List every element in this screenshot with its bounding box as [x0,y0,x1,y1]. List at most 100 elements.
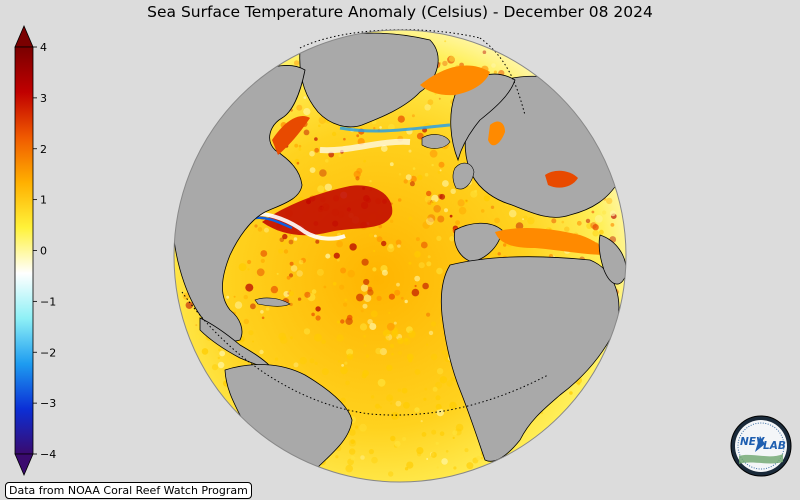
anomaly-speckle [450,377,455,382]
anomaly-speckle [431,429,437,435]
anomaly-speckle [412,167,416,170]
arabian-peninsula [598,234,626,285]
anomaly-speckle [338,154,342,158]
anomaly-speckle [331,131,337,137]
anomaly-speckle [406,461,414,469]
anomaly-speckle [319,169,327,177]
anomaly-speckle [432,386,438,392]
anomaly-speckle [376,236,383,243]
anomaly-speckle [409,181,415,187]
anomaly-speckle [391,352,394,356]
anomaly-speckle [421,432,427,437]
anomaly-speckle [381,240,387,247]
anomaly-speckle [349,448,356,455]
anomaly-speckle [296,161,300,165]
anomaly-speckle [388,243,394,249]
anomaly-speckle [449,236,455,242]
anomaly-speckle [436,466,439,469]
anomaly-speckle [285,118,289,122]
anomaly-speckle [243,318,249,325]
anomaly-speckle [252,340,254,343]
anomaly-speckle [444,208,448,213]
anomaly-speckle [436,267,443,275]
anomaly-speckle [400,296,404,300]
anomaly-speckle [311,312,315,317]
anomaly-speckle [226,295,230,299]
anomaly-speckle [314,137,318,141]
anomaly-speckle [314,361,318,365]
anomaly-speckle [340,267,347,274]
anomaly-speckle [260,258,265,263]
colorbar-bottom-arrow [14,453,34,477]
anomaly-speckle [218,348,221,352]
anomaly-speckle [483,195,490,202]
anomaly-speckle [369,180,372,183]
anomaly-speckle [439,193,446,200]
anomaly-speckle [254,224,258,228]
anomaly-speckle [426,312,431,317]
map-title: Sea Surface Temperature Anomaly (Celsius… [147,3,653,21]
anomaly-speckle [424,196,432,203]
data-credit: Data from NOAA Coral Reef Watch Program [5,482,252,499]
anomaly-speckle [452,436,455,439]
anomaly-speckle [397,198,402,202]
anomaly-speckle [349,429,356,436]
anomaly-speckle [340,397,346,404]
anomaly-speckle [355,425,359,429]
anomaly-speckle [348,439,357,447]
colorbar-tick-label: −4 [40,448,56,461]
anomaly-speckle [264,227,269,233]
anomaly-speckle [569,391,573,395]
anomaly-speckle [276,272,279,275]
anomaly-speckle [397,244,401,248]
anomaly-speckle [332,282,337,286]
anomaly-speckle [185,312,193,320]
anomaly-speckle [464,448,469,453]
anomaly-speckle [336,240,343,248]
anomaly-speckle [420,420,423,423]
anomaly-speckle [439,431,445,437]
anomaly-speckle [439,376,448,384]
anomaly-speckle [397,115,405,123]
anomaly-speckle [395,400,402,407]
anomaly-speckle [355,176,360,181]
anomaly-speckle [482,50,487,54]
africa [440,256,620,462]
anomaly-speckle [497,252,501,256]
anomaly-speckle [346,353,354,360]
anomaly-speckle [386,322,395,331]
anomaly-speckle [375,347,382,355]
anomaly-speckle [501,63,504,66]
anomaly-speckle [426,217,434,226]
anomaly-speckle [288,291,294,297]
british-isles [452,162,475,190]
anomaly-speckle [390,402,393,405]
svg-text:LAB: LAB [763,440,786,452]
anomaly-speckle [261,316,265,320]
anomaly-speckle [576,220,582,226]
anomaly-speckle [427,215,431,219]
anomaly-speckle [435,403,442,410]
anomaly-speckle [367,319,373,325]
anomaly-speckle [379,406,382,409]
colorbar-tick-label: 0 [40,245,47,258]
anomaly-speckle [379,126,382,129]
anomaly-speckle [452,430,458,436]
colorbar-tick-label: 1 [40,194,47,207]
anomaly-speckle [437,170,441,174]
anomaly-speckle [610,210,616,217]
anomaly-speckle [344,298,348,302]
anomaly-speckle [346,314,353,321]
anomaly-speckle [480,209,485,213]
anomaly-speckle [293,362,299,368]
anomaly-speckle [404,337,409,342]
anomaly-speckle [333,252,340,259]
anomaly-speckle [435,441,439,445]
anomaly-speckle [408,261,412,265]
anomaly-speckle [280,240,286,246]
cool-anomaly-streak [251,211,346,241]
anomaly-speckle [592,224,599,231]
anomaly-speckle [365,354,370,358]
anomaly-speckle [337,359,341,363]
anomaly-speckle [182,292,190,300]
